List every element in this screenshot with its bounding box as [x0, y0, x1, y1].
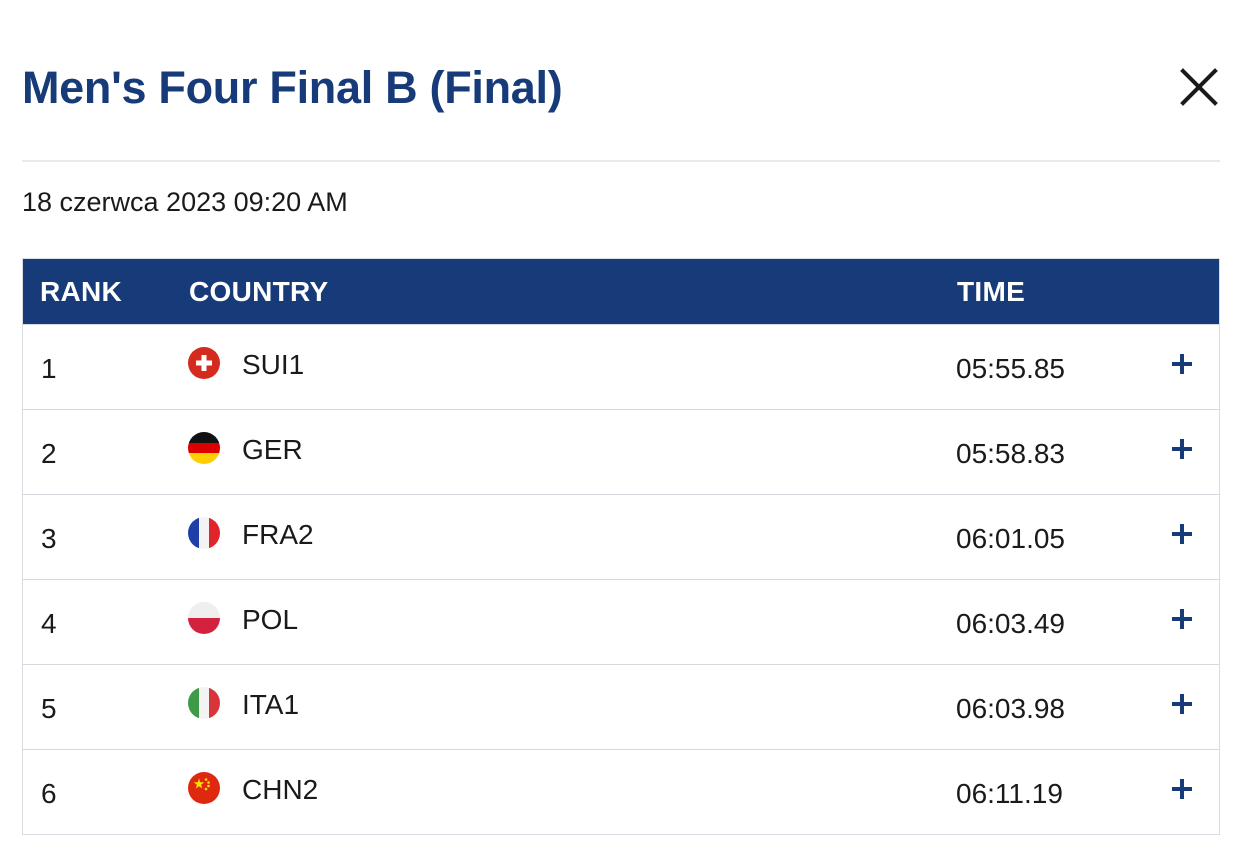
table-row: 5 ITA1 06:03.98: [23, 664, 1219, 749]
table-row: 6 CHN2 06:11.19: [23, 749, 1219, 834]
country-code: CHN2: [242, 774, 319, 805]
time-cell: 05:58.83: [956, 438, 1065, 469]
table-row: 4 POL 06:03.49: [23, 579, 1219, 664]
plus-icon: [1172, 439, 1192, 459]
expand-row-button[interactable]: [1171, 523, 1193, 545]
country-code: ITA1: [242, 689, 300, 720]
plus-icon: [1172, 609, 1192, 629]
table-row: 3 FRA2 06:01.05: [23, 494, 1219, 579]
column-header-country: COUNTRY: [189, 276, 329, 307]
expand-row-button[interactable]: [1171, 353, 1193, 375]
flag-france-icon: [188, 517, 220, 549]
close-icon: [1180, 68, 1218, 106]
flag-switzerland-icon: [188, 347, 220, 379]
flag-poland-icon: [188, 602, 220, 634]
rank-cell: 3: [41, 523, 57, 554]
country-code: FRA2: [242, 519, 314, 550]
plus-icon: [1172, 779, 1192, 799]
country-code: SUI1: [242, 349, 305, 380]
country-code: POL: [242, 604, 299, 635]
close-button[interactable]: [1178, 66, 1220, 108]
column-header-time: TIME: [957, 276, 1026, 307]
flag-china-icon: [188, 772, 220, 804]
results-table: RANK COUNTRY TIME 1 SUI1 05:55.85 2: [22, 258, 1220, 835]
rank-cell: 1: [41, 353, 57, 384]
expand-row-button[interactable]: [1171, 778, 1193, 800]
rank-cell: 4: [41, 608, 57, 639]
time-cell: 06:03.98: [956, 693, 1065, 724]
table-row: 2 GER 05:58.83: [23, 409, 1219, 494]
rank-cell: 6: [41, 778, 57, 809]
time-cell: 05:55.85: [956, 353, 1065, 384]
country-code: GER: [242, 434, 303, 465]
rank-cell: 5: [41, 693, 57, 724]
race-datetime: 18 czerwca 2023 09:20 AM: [22, 187, 348, 217]
modal-header: Men's Four Final B (Final): [22, 0, 1220, 162]
expand-row-button[interactable]: [1171, 608, 1193, 630]
expand-row-button[interactable]: [1171, 438, 1193, 460]
plus-icon: [1172, 354, 1192, 374]
plus-icon: [1172, 694, 1192, 714]
page-title: Men's Four Final B (Final): [22, 62, 563, 113]
expand-row-button[interactable]: [1171, 693, 1193, 715]
flag-germany-icon: [188, 432, 220, 464]
flag-italy-icon: [188, 687, 220, 719]
table-row: 1 SUI1 05:55.85: [23, 324, 1219, 409]
time-cell: 06:03.49: [956, 608, 1065, 639]
column-header-rank: RANK: [40, 276, 123, 307]
plus-icon: [1172, 524, 1192, 544]
table-header: RANK COUNTRY TIME: [23, 259, 1219, 324]
time-cell: 06:01.05: [956, 523, 1065, 554]
rank-cell: 2: [41, 438, 57, 469]
time-cell: 06:11.19: [956, 778, 1063, 809]
